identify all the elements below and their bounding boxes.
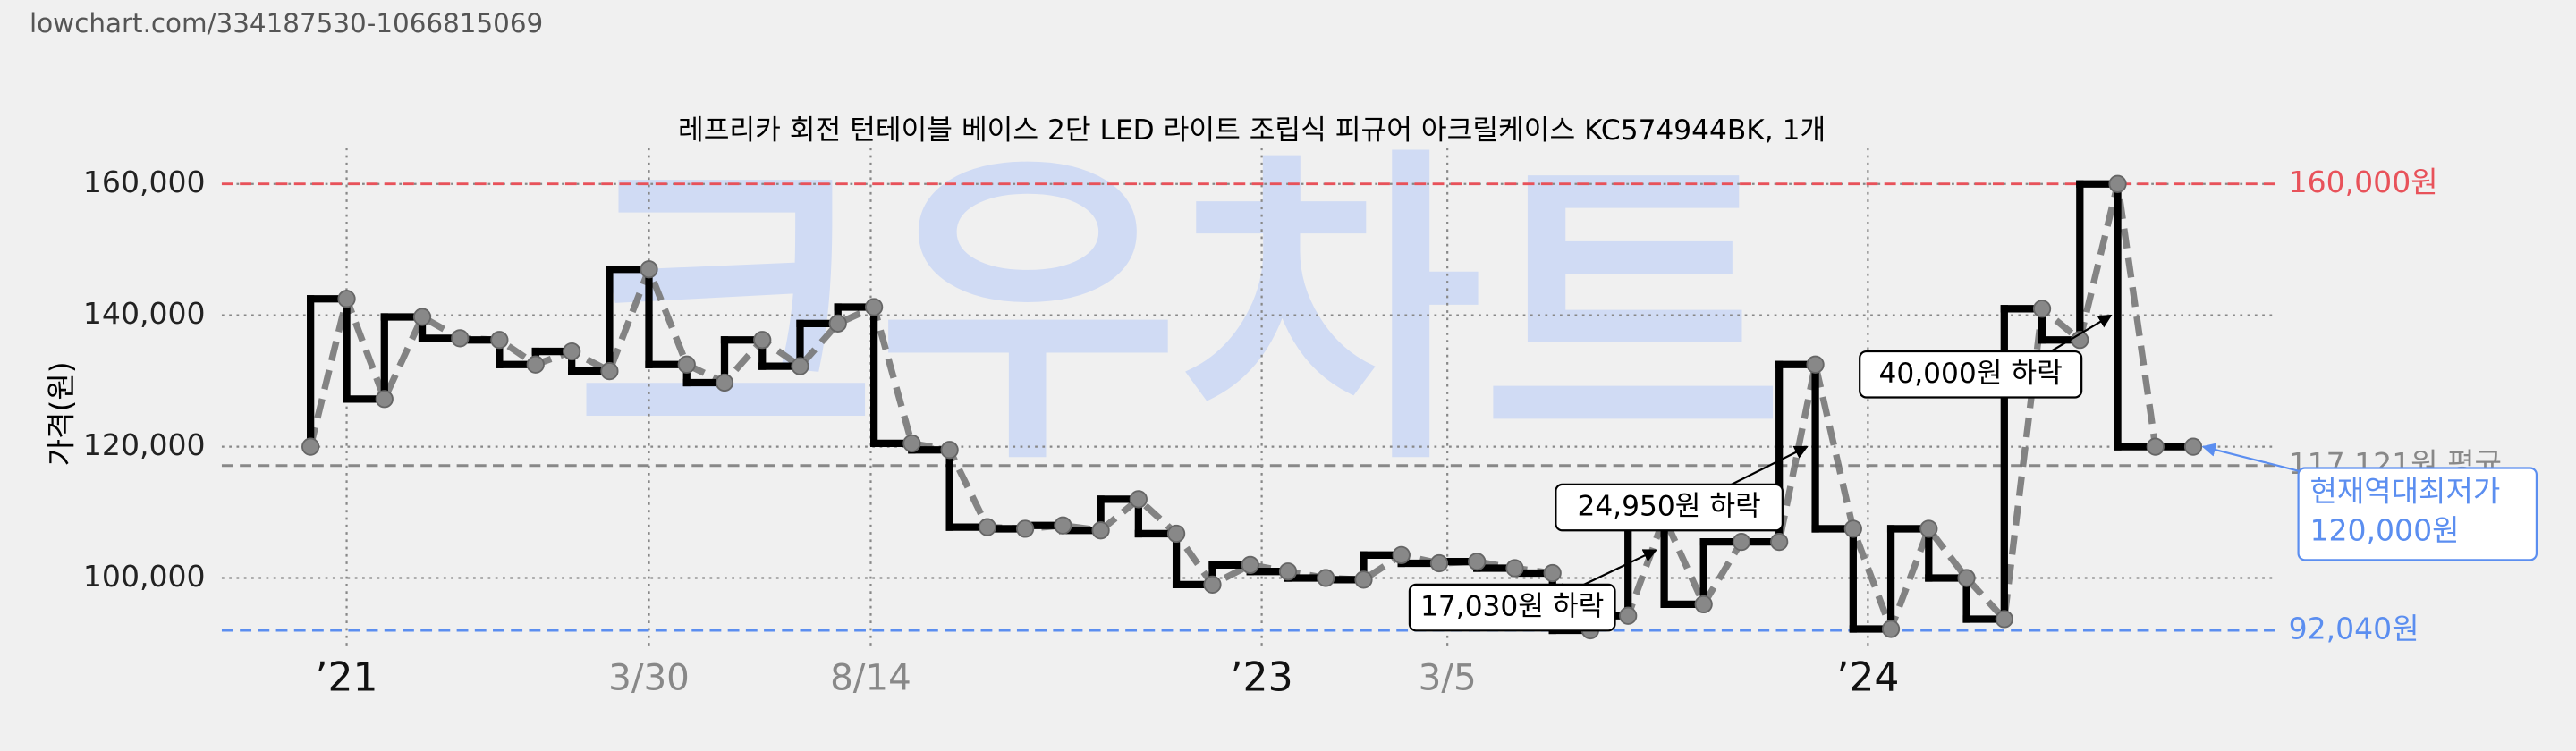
price-point <box>753 331 772 350</box>
annotation-text: 40,000원 하락 <box>1878 358 2062 390</box>
price-point <box>375 390 394 409</box>
x-tick-label: ’24 <box>1836 654 1899 700</box>
current-box <box>2297 467 2538 561</box>
current-arrow <box>2201 443 2301 473</box>
annotation-arrow <box>2045 314 2113 356</box>
price-point <box>791 357 809 376</box>
price-point <box>1392 545 1411 564</box>
price-point <box>600 362 619 381</box>
price-point <box>1543 563 1562 583</box>
price-point <box>715 373 734 392</box>
price-point <box>2183 437 2203 456</box>
annotation-arrow <box>1724 445 1809 489</box>
price-point <box>1429 553 1449 573</box>
x-tick-label: ’21 <box>315 654 377 700</box>
x-tick-label: 3/30 <box>608 655 690 698</box>
source-url: lowchart.com/334187530-1066815069 <box>30 8 543 38</box>
price-point <box>301 437 320 456</box>
price-point <box>1054 516 1072 535</box>
price-point <box>902 434 921 453</box>
price-point <box>1016 519 1035 538</box>
price-point <box>1806 355 1825 374</box>
annotation-box <box>1555 483 1784 532</box>
price-point <box>2108 174 2127 193</box>
current-title: 현재역대최저가 <box>2309 474 2500 509</box>
x-tick-label: 8/14 <box>830 655 911 698</box>
price-point <box>1619 606 1638 625</box>
price-point <box>677 355 696 374</box>
price-point <box>337 290 356 308</box>
chart-title: 레프리카 회전 턴테이블 베이스 2단 LED 라이트 조립식 피규어 아크릴케… <box>678 114 1826 147</box>
price-point <box>1957 569 1976 587</box>
reference-label: 92,040원 <box>2289 612 2419 646</box>
price-point <box>1129 490 1148 509</box>
annotation-arrow <box>1576 549 1657 589</box>
price-point <box>2032 300 2052 318</box>
price-point <box>2146 437 2165 456</box>
price-point <box>490 331 509 350</box>
price-point <box>1241 555 1259 574</box>
y-tick-label: 120,000 <box>83 427 206 462</box>
price-point <box>640 260 658 279</box>
price-point <box>526 355 545 374</box>
price-point <box>1843 519 1862 538</box>
x-tick-label: ’23 <box>1231 654 1293 700</box>
current-value: 120,000원 <box>2309 513 2459 548</box>
price-point <box>1694 595 1713 614</box>
y-tick-label: 140,000 <box>83 296 206 331</box>
price-point <box>1354 570 1373 589</box>
price-point <box>1732 533 1751 552</box>
price-point <box>1317 569 1335 587</box>
price-point <box>1278 562 1298 581</box>
annotation-box <box>1859 350 2083 399</box>
reference-label: 160,000원 <box>2289 165 2438 199</box>
price-point <box>1468 553 1487 571</box>
watermark: 크우차트 <box>575 122 1784 504</box>
y-tick-label: 100,000 <box>83 559 206 594</box>
price-point <box>978 518 996 536</box>
trend-line <box>307 182 2194 638</box>
price-point <box>1881 620 1901 638</box>
annotation-text: 24,950원 하락 <box>1577 491 1760 523</box>
price-point <box>563 342 581 361</box>
annotation-box <box>1408 583 1616 632</box>
price-point <box>1919 519 1938 538</box>
price-point <box>865 298 884 316</box>
price-point <box>1770 533 1789 552</box>
price-point <box>1505 559 1524 578</box>
x-tick-label: 3/5 <box>1419 655 1477 698</box>
y-tick-label: 160,000 <box>83 165 206 199</box>
price-point <box>1091 521 1110 540</box>
price-point <box>1167 524 1186 544</box>
price-point <box>412 308 432 326</box>
price-point <box>1203 575 1222 594</box>
y-axis-label: 가격(원) <box>43 361 78 466</box>
price-point <box>1995 610 2013 629</box>
price-point <box>451 329 470 348</box>
price-point <box>940 441 959 460</box>
price-point <box>828 314 847 333</box>
annotation-text: 17,030원 하락 <box>1420 591 1604 623</box>
